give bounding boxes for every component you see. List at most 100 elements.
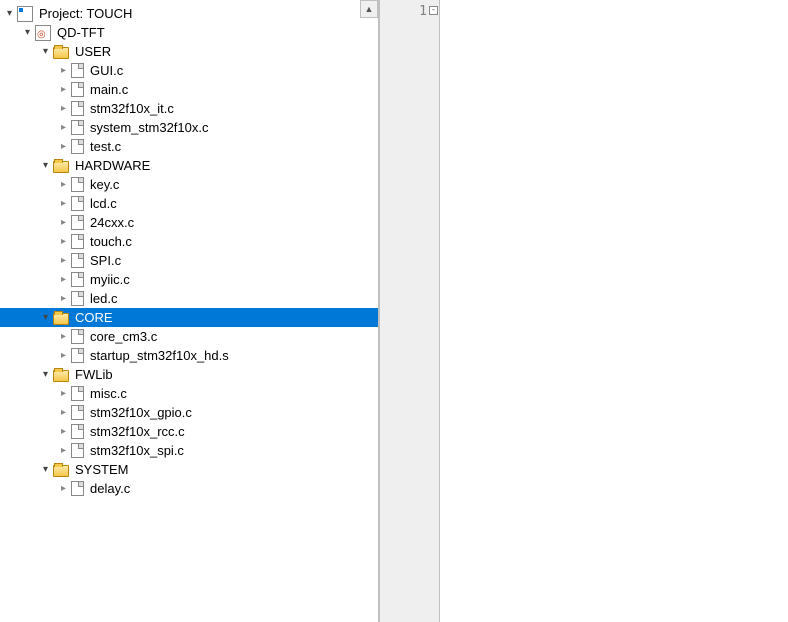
tree-item-label: startup_stm32f10x_hd.s — [88, 346, 229, 365]
file-item[interactable]: system_stm32f10x.c — [0, 118, 378, 137]
file-item[interactable]: test.c — [0, 137, 378, 156]
line-number: 1- — [380, 2, 439, 21]
tree-item-label: stm32f10x_spi.c — [88, 441, 184, 460]
tree-item-label: stm32f10x_gpio.c — [88, 403, 192, 422]
expand-toggle[interactable] — [58, 293, 69, 304]
folder-fwlib[interactable]: FWLib — [0, 365, 378, 384]
expand-toggle[interactable] — [58, 407, 69, 418]
file-item[interactable]: SPI.c — [0, 251, 378, 270]
icon-file-icon — [71, 424, 84, 439]
folder-system[interactable]: SYSTEM — [0, 460, 378, 479]
icon-folder-icon — [53, 370, 69, 382]
project-tree-pane: ▲ Project: TOUCHQD-TFTUSERGUI.cmain.cstm… — [0, 0, 380, 622]
icon-file-icon — [71, 481, 84, 496]
expand-toggle[interactable] — [58, 84, 69, 95]
expand-toggle[interactable] — [58, 445, 69, 456]
icon-file-icon — [71, 443, 84, 458]
scroll-up-button[interactable]: ▲ — [360, 0, 378, 18]
expand-toggle[interactable] — [58, 198, 69, 209]
tree-item-label: misc.c — [88, 384, 127, 403]
expand-toggle[interactable] — [40, 369, 51, 380]
file-item[interactable]: core_cm3.c — [0, 327, 378, 346]
icon-folder-icon — [53, 161, 69, 173]
tree-item-label: system_stm32f10x.c — [88, 118, 209, 137]
tree-item-label: Project: TOUCH — [37, 4, 132, 23]
expand-toggle[interactable] — [58, 255, 69, 266]
file-item[interactable]: misc.c — [0, 384, 378, 403]
icon-file-icon — [71, 196, 84, 211]
icon-file-icon — [71, 177, 84, 192]
expand-toggle[interactable] — [58, 331, 69, 342]
expand-toggle[interactable] — [58, 122, 69, 133]
file-item[interactable]: startup_stm32f10x_hd.s — [0, 346, 378, 365]
file-item[interactable]: lcd.c — [0, 194, 378, 213]
code-area[interactable] — [440, 0, 788, 622]
icon-file-icon — [71, 405, 84, 420]
expand-toggle[interactable] — [4, 8, 15, 19]
icon-file-icon — [71, 329, 84, 344]
folder-hardware[interactable]: HARDWARE — [0, 156, 378, 175]
expand-toggle[interactable] — [40, 464, 51, 475]
icon-file-icon — [71, 82, 84, 97]
line-number-gutter: 1- — [380, 0, 440, 622]
expand-toggle[interactable] — [58, 236, 69, 247]
expand-toggle[interactable] — [58, 141, 69, 152]
icon-file-icon — [71, 139, 84, 154]
tree-item-label: lcd.c — [88, 194, 117, 213]
file-item[interactable]: key.c — [0, 175, 378, 194]
tree-item-label: stm32f10x_it.c — [88, 99, 174, 118]
tree-item-label: HARDWARE — [73, 156, 150, 175]
expand-toggle[interactable] — [40, 312, 51, 323]
expand-toggle[interactable] — [58, 350, 69, 361]
icon-file-icon — [71, 348, 84, 363]
icon-file-icon — [71, 291, 84, 306]
icon-folder-icon — [53, 47, 69, 59]
tree-item-label: key.c — [88, 175, 119, 194]
project-target[interactable]: QD-TFT — [0, 23, 378, 42]
tree-item-label: GUI.c — [88, 61, 123, 80]
file-item[interactable]: delay.c — [0, 479, 378, 498]
folder-user[interactable]: USER — [0, 42, 378, 61]
icon-file-icon — [71, 120, 84, 135]
expand-toggle[interactable] — [58, 217, 69, 228]
expand-toggle[interactable] — [58, 483, 69, 494]
expand-toggle[interactable] — [40, 46, 51, 57]
file-item[interactable]: stm32f10x_spi.c — [0, 441, 378, 460]
icon-file-icon — [71, 253, 84, 268]
icon-file-icon — [71, 215, 84, 230]
expand-toggle[interactable] — [58, 179, 69, 190]
expand-toggle[interactable] — [58, 103, 69, 114]
project-root[interactable]: Project: TOUCH — [0, 4, 378, 23]
tree-item-label: core_cm3.c — [88, 327, 157, 346]
file-item[interactable]: GUI.c — [0, 61, 378, 80]
file-item[interactable]: myiic.c — [0, 270, 378, 289]
expand-toggle[interactable] — [58, 65, 69, 76]
tree-item-label: FWLib — [73, 365, 113, 384]
folder-core[interactable]: CORE — [0, 308, 378, 327]
tree-item-label: main.c — [88, 80, 128, 99]
file-item[interactable]: 24cxx.c — [0, 213, 378, 232]
file-item[interactable]: touch.c — [0, 232, 378, 251]
tree-item-label: delay.c — [88, 479, 130, 498]
expand-toggle[interactable] — [40, 160, 51, 171]
icon-file-icon — [71, 386, 84, 401]
file-item[interactable]: led.c — [0, 289, 378, 308]
tree-item-label: touch.c — [88, 232, 132, 251]
tree-item-label: stm32f10x_rcc.c — [88, 422, 185, 441]
file-item[interactable]: stm32f10x_rcc.c — [0, 422, 378, 441]
icon-proj-icon — [17, 6, 33, 22]
fold-toggle[interactable]: - — [429, 6, 438, 15]
tree-item-label: led.c — [88, 289, 117, 308]
file-item[interactable]: stm32f10x_it.c — [0, 99, 378, 118]
file-item[interactable]: stm32f10x_gpio.c — [0, 403, 378, 422]
expand-toggle[interactable] — [58, 426, 69, 437]
expand-toggle[interactable] — [58, 274, 69, 285]
tree-item-label: CORE — [73, 308, 113, 327]
icon-file-icon — [71, 101, 84, 116]
icon-folder-icon — [53, 465, 69, 477]
expand-toggle[interactable] — [58, 388, 69, 399]
tree-item-label: SPI.c — [88, 251, 121, 270]
expand-toggle[interactable] — [22, 27, 33, 38]
file-item[interactable]: main.c — [0, 80, 378, 99]
icon-file-icon — [71, 272, 84, 287]
